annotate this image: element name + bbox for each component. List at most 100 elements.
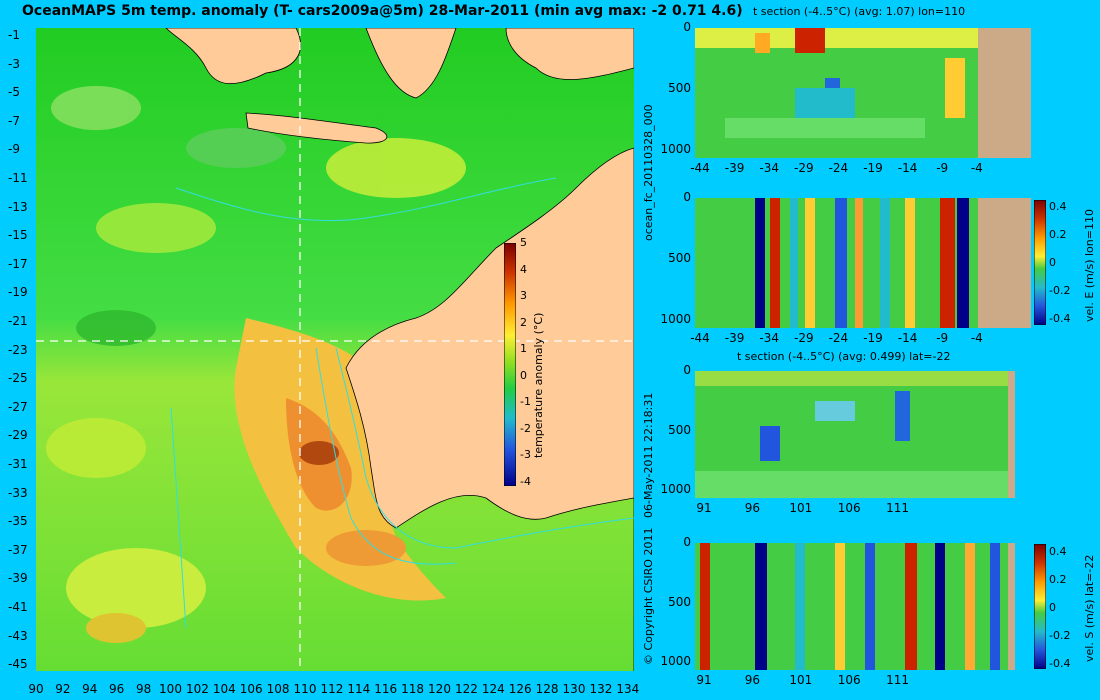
lat-tick-label: -9	[8, 142, 20, 157]
section-x-tick: -4	[970, 331, 983, 345]
lat-tick-label: -19	[8, 285, 28, 300]
lon-tick-label: 90	[28, 682, 44, 696]
colorbar-tick-label: 1	[520, 342, 527, 355]
copyright-text: © Copyright CSIRO 2011	[642, 527, 655, 665]
section-depth-tick: 500	[668, 251, 691, 265]
section-x-tick: 106	[837, 673, 861, 687]
colorbar-tick-label: 2	[520, 315, 527, 329]
section2-velocity-east-lon110	[695, 198, 1031, 328]
section1-title: t section (-4..5°C) (avg: 1.07) lon=110	[753, 5, 966, 18]
colorbar-tick-label: -2	[520, 421, 531, 435]
section-x-tick: -24	[828, 331, 849, 345]
land-australia	[345, 147, 634, 671]
colorbar-tick-label: -4	[520, 474, 531, 488]
bathymetry-contours	[170, 177, 634, 629]
lon-tick-label: 108	[266, 682, 290, 696]
section-x-tick: -39	[724, 161, 745, 175]
colorbar-tick-label: 3	[520, 289, 527, 302]
lat-tick-label: -21	[8, 314, 28, 328]
lat-tick-label: -7	[8, 113, 20, 128]
land-borneo-east	[505, 28, 634, 80]
section-x-tick: 106	[837, 501, 861, 515]
lon-tick-label: 118	[401, 682, 425, 696]
lon-tick-label: 96	[109, 682, 125, 696]
lon-tick-label: 112	[320, 682, 344, 696]
lon-tick-label: 132	[589, 682, 613, 696]
lat-tick-label: -3	[8, 56, 20, 71]
file-id-text: ocean_fc_20110328_000	[642, 104, 655, 241]
section2-colorbar-label: vel. E (m/s) lon=110	[1083, 209, 1096, 322]
section-x-tick: -44	[690, 331, 710, 345]
lon-tick-label: 120	[428, 682, 451, 696]
lon-tick-label: 114	[347, 682, 371, 696]
section-depth-tick: 0	[683, 190, 691, 204]
lat-tick-label: -17	[8, 256, 28, 271]
section-x-tick: -39	[724, 331, 745, 345]
lon-tick-label: 124	[481, 682, 505, 696]
colorbar-tick-label: 0	[520, 368, 527, 382]
section-x-tick: 91	[696, 501, 712, 515]
section-x-tick: -34	[759, 331, 779, 345]
land-sulawesi	[365, 28, 457, 99]
section3-title: t section (-4..5°C) (avg: 0.499) lat=-22	[737, 350, 951, 363]
section1-temperature-lon110	[695, 28, 1031, 158]
lon-tick-label: 92	[55, 682, 71, 696]
section-colorbar-tick: 0.4	[1049, 200, 1067, 213]
section-depth-tick: 0	[683, 535, 691, 549]
lon-tick-label: 116	[374, 682, 398, 696]
lon-tick-label: 100	[159, 682, 182, 696]
section-depth-tick: 0	[683, 20, 691, 34]
section-x-tick: 101	[789, 501, 813, 515]
section-colorbar-tick: 0	[1049, 256, 1056, 269]
section-colorbar-tick: -0.2	[1049, 629, 1071, 642]
lat-tick-label: -23	[8, 342, 28, 357]
section-x-tick: 111	[886, 501, 910, 515]
section-x-tick: -4	[970, 161, 983, 175]
section4-velocity-south-lat22	[695, 543, 1015, 670]
section-x-tick: -9	[936, 331, 949, 345]
section4-colorbar-label: vel. S (m/s) lat=-22	[1083, 554, 1096, 662]
lon-tick-label: 106	[239, 682, 263, 696]
lat-tick-label: -31	[8, 457, 28, 471]
lon-tick-label: 130	[562, 682, 586, 696]
section-colorbar-tick: 0.2	[1049, 573, 1067, 586]
colorbar-tick-label: -3	[520, 448, 531, 461]
lat-tick-label: -11	[8, 171, 28, 185]
section-x-tick: -34	[759, 161, 779, 175]
section-x-tick: 111	[886, 673, 910, 687]
map-title: OceanMAPS 5m temp. anomaly (T- cars2009a…	[22, 3, 743, 19]
lat-tick-label: -15	[8, 228, 28, 243]
lon-tick-label: 126	[508, 682, 532, 696]
lon-tick-label: 134	[616, 682, 640, 696]
lon-tick-label: 102	[185, 682, 209, 696]
lat-tick-label: -13	[8, 199, 28, 214]
section-x-tick: 96	[744, 673, 761, 687]
section-depth-tick: 1000	[660, 654, 691, 668]
warm-anomaly-tongue	[234, 318, 446, 601]
lat-tick-label: -27	[8, 399, 28, 414]
colorbar-tick-label: 5	[520, 236, 527, 249]
section-depth-tick: 500	[668, 422, 691, 437]
section-x-tick: -44	[690, 161, 710, 175]
map-colorbar	[504, 243, 516, 486]
section-x-tick: -29	[793, 331, 814, 345]
colorbar-tick-label: 4	[520, 262, 527, 276]
section-colorbar-tick: 0.2	[1049, 228, 1067, 241]
lat-tick-label: -41	[8, 600, 28, 614]
lat-tick-label: -37	[8, 542, 28, 557]
section-x-tick: -14	[897, 331, 918, 345]
lon-tick-label: 128	[535, 682, 559, 696]
lat-tick-label: -45	[8, 657, 28, 672]
colorbar-tick-label: -1	[520, 395, 531, 408]
section-depth-tick: 500	[668, 594, 691, 609]
map-colorbar-label: temperature anomaly (°C)	[532, 312, 545, 458]
anomaly-eddies	[46, 86, 466, 643]
section-depth-tick: 1000	[660, 482, 691, 496]
section-x-tick: -9	[936, 161, 949, 175]
section-x-tick: -29	[793, 161, 814, 175]
lat-tick-label: -25	[8, 371, 28, 386]
section-colorbar-tick: 0	[1049, 601, 1056, 614]
section4-colorbar	[1034, 544, 1046, 669]
lon-tick-label: 98	[135, 682, 152, 696]
lon-tick-label: 94	[82, 682, 98, 696]
